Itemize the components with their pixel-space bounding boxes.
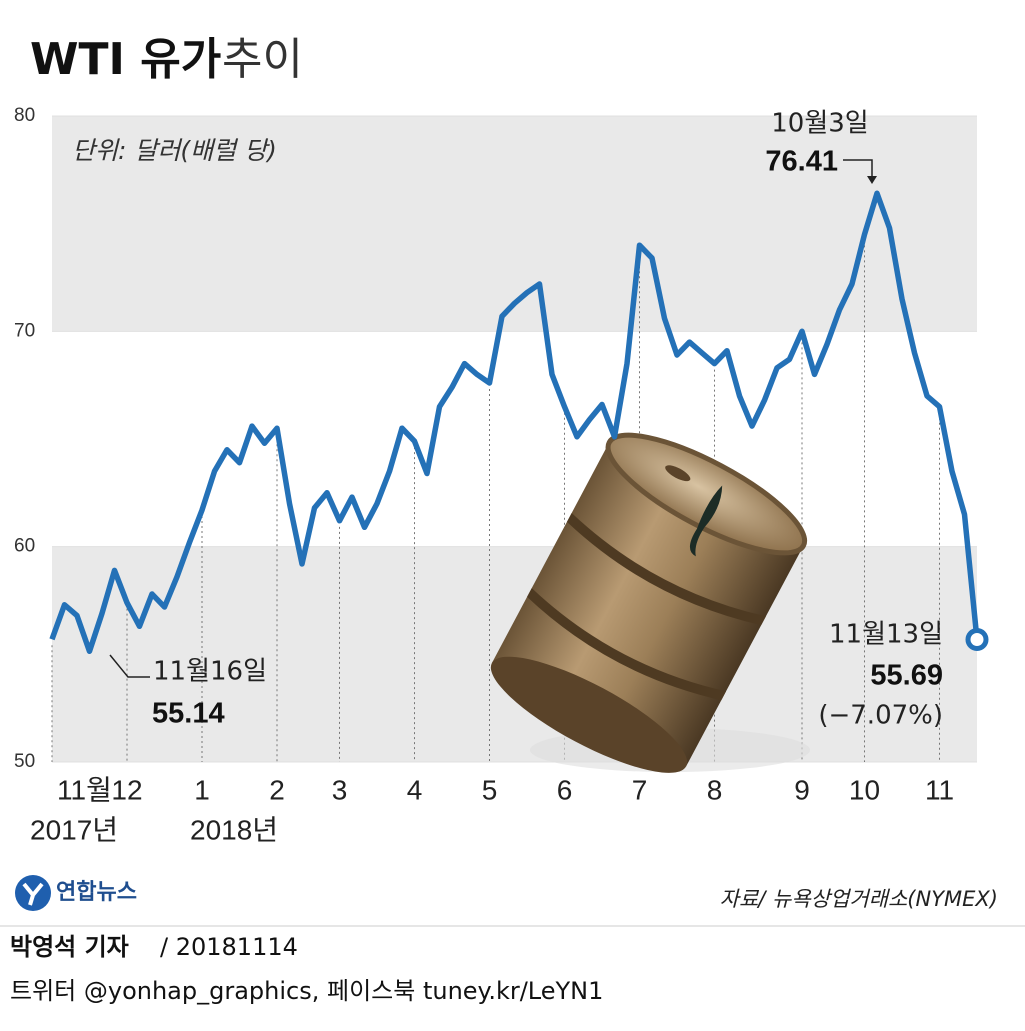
annotation-arrow	[109, 654, 150, 678]
x-tick-label: 7	[632, 774, 648, 805]
annotation-arrowhead	[867, 176, 877, 184]
x-tick-label: 9	[794, 774, 810, 805]
source: 자료/ 뉴욕상업거래소(NYMEX)	[720, 887, 998, 911]
annotation-date: 11월16일	[153, 657, 267, 687]
plot-background	[52, 116, 977, 762]
logo-text: 연합뉴스	[56, 879, 137, 905]
line	[49, 190, 980, 655]
x-tick-label: 11	[925, 774, 954, 805]
x-tick-label: 12	[111, 774, 142, 805]
x-tick-label: 8	[707, 774, 723, 805]
annotation-date: 11월13일	[829, 620, 943, 650]
byline: 박영석 기자	[10, 933, 129, 961]
y-tick-label: 70	[14, 320, 35, 341]
annotation-date: 10월3일	[771, 109, 868, 139]
band	[52, 116, 977, 332]
x-tick-label: 6	[557, 774, 573, 805]
year-label: 2017년	[30, 814, 118, 845]
chart-title: WTI 유가	[30, 34, 221, 85]
x-tick-label: 11월	[57, 774, 112, 805]
annotation-arrow	[843, 159, 873, 178]
plot-area	[49, 190, 989, 655]
x-tick-label: 5	[482, 774, 498, 805]
chart-title-suffix: 추이	[222, 34, 303, 85]
annotation-value: 55.69	[870, 660, 943, 692]
annotation-change: (−7.07%)	[818, 701, 943, 731]
annotation-value: 76.41	[765, 146, 838, 178]
x-tick-label: 1	[194, 774, 210, 805]
barrel-illustration	[490, 432, 810, 773]
date: / 20181114	[160, 933, 298, 961]
x-tick-label: 10	[849, 774, 880, 805]
y-tick-label: 80	[14, 105, 35, 126]
x-tick-label: 4	[407, 774, 423, 805]
unit-label: 단위: 달러(배럴 당)	[72, 136, 277, 165]
y-tick-label: 60	[14, 536, 35, 557]
end-marker	[965, 627, 989, 651]
year-label: 2018년	[190, 814, 278, 845]
annotation-value: 55.14	[152, 698, 225, 730]
x-tick-label: 3	[332, 774, 348, 805]
logo: 연합뉴스	[15, 875, 137, 911]
y-tick-label: 50	[14, 751, 35, 772]
x-tick-label: 2	[269, 774, 285, 805]
contact: 트위터 @yonhap_graphics, 페이스북 tuney.kr/LeYN…	[10, 977, 603, 1005]
